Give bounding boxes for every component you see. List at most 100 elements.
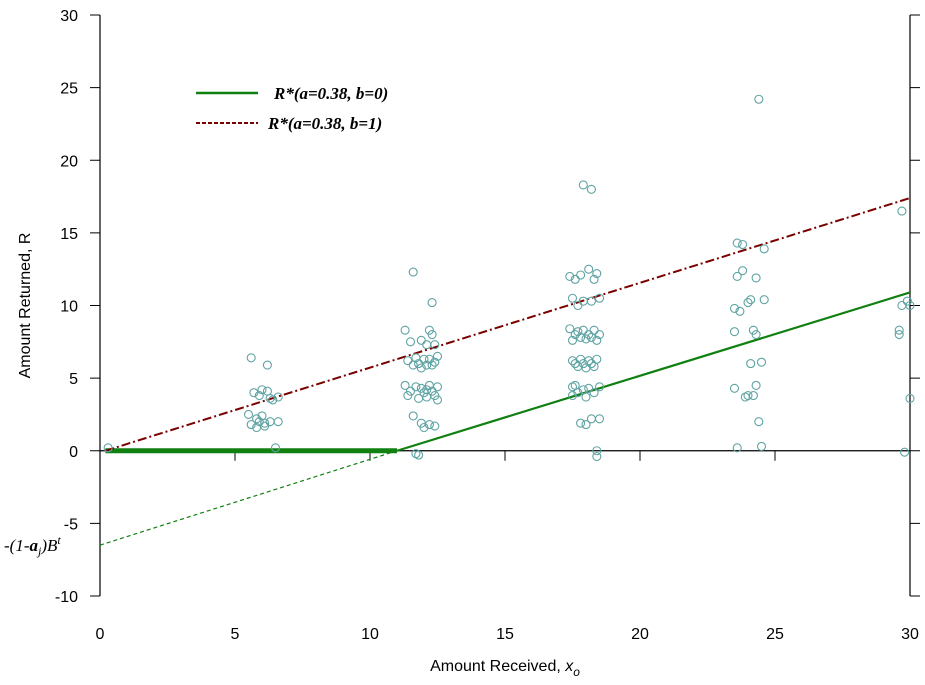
data-point — [894, 329, 904, 340]
data-point — [576, 270, 586, 280]
x-tick-label: 5 — [231, 626, 240, 643]
data-point — [270, 443, 281, 453]
data-point — [751, 329, 761, 340]
legend-label: R*(a=0.38, b=1) — [267, 114, 382, 133]
data-point — [592, 452, 602, 462]
data-point — [589, 325, 599, 335]
data-point — [254, 391, 264, 401]
axis-labels: Amount Returned, R Amount Received, xo -(1… — [4, 233, 580, 679]
data-point — [414, 450, 424, 460]
y-tick-label: -5 — [64, 516, 78, 533]
data-point — [573, 300, 583, 311]
data-point — [905, 300, 915, 311]
data-point — [586, 296, 596, 306]
data-point — [273, 392, 283, 402]
data-point — [419, 354, 429, 364]
data-point — [894, 325, 904, 335]
data-point — [743, 391, 753, 401]
data-point — [243, 409, 254, 419]
data-point — [576, 418, 586, 428]
data-point — [430, 421, 440, 431]
data-point — [422, 340, 432, 350]
data-point — [746, 359, 756, 369]
data-point — [567, 335, 578, 345]
data-point — [586, 414, 596, 424]
data-point — [900, 447, 910, 457]
data-point — [592, 335, 602, 345]
data-point — [265, 417, 275, 427]
data-point — [578, 180, 588, 190]
series-lines — [99, 197, 911, 546]
data-point — [589, 388, 599, 398]
data-point — [405, 386, 416, 396]
data-point — [432, 395, 443, 405]
data-point — [246, 353, 256, 363]
x-tick-label: 20 — [631, 626, 649, 643]
data-point — [430, 357, 440, 367]
legend: R*(a=0.38, b=0) R*(a=0.38, b=1) — [196, 84, 388, 133]
y-tick-label: 10 — [60, 299, 78, 316]
data-point — [419, 422, 429, 433]
data-point — [756, 357, 767, 367]
data-point — [589, 274, 599, 284]
data-point — [252, 414, 262, 424]
data-point — [756, 441, 767, 451]
data-point — [732, 271, 742, 282]
data-point — [567, 391, 578, 401]
data-point — [738, 266, 748, 276]
x-tick-label: 10 — [361, 626, 379, 643]
intercept-annotation: -(1-aj)Bt — [4, 533, 61, 558]
data-point — [408, 411, 418, 421]
data-point — [565, 271, 575, 282]
series-line-segment — [99, 450, 398, 546]
data-point — [594, 382, 605, 392]
data-point — [729, 303, 740, 313]
data-point — [570, 274, 580, 284]
data-point — [594, 329, 605, 340]
data-point — [249, 388, 259, 398]
data-point — [748, 391, 758, 401]
data-point — [592, 354, 602, 364]
data-point — [594, 414, 605, 424]
data-point — [260, 418, 270, 428]
data-point — [578, 325, 588, 335]
data-point — [754, 417, 764, 427]
y-tick-label: -10 — [55, 589, 78, 606]
data-point — [759, 244, 769, 254]
data-point — [573, 327, 583, 337]
data-point — [586, 359, 596, 369]
data-point — [743, 298, 753, 308]
y-tick-label: 20 — [60, 153, 78, 170]
data-point — [411, 382, 421, 392]
data-point — [246, 420, 256, 430]
data-point — [403, 356, 413, 366]
data-point — [257, 385, 267, 395]
data-point — [592, 446, 602, 456]
y-tick-label: 5 — [69, 371, 78, 388]
data-point — [254, 417, 264, 427]
data-point — [732, 443, 742, 453]
x-tick-label: 25 — [766, 626, 784, 643]
data-point — [581, 420, 591, 430]
data-point — [430, 340, 440, 350]
data-point — [584, 329, 594, 340]
data-point — [400, 325, 410, 335]
data-point — [732, 238, 742, 248]
data-point — [432, 382, 443, 392]
data-point — [897, 300, 907, 311]
data-point — [424, 420, 434, 430]
data-point — [268, 395, 278, 405]
data-point — [897, 206, 907, 216]
series-line-segment — [396, 291, 911, 452]
data-point — [567, 293, 578, 303]
data-point — [594, 293, 605, 303]
data-point — [751, 380, 761, 390]
y-tick-label: 0 — [69, 444, 78, 461]
data-point — [427, 329, 437, 340]
data-point — [432, 351, 443, 361]
data-point — [260, 421, 270, 431]
data-point — [422, 360, 432, 370]
data-point — [905, 393, 915, 404]
data-point — [592, 268, 602, 279]
